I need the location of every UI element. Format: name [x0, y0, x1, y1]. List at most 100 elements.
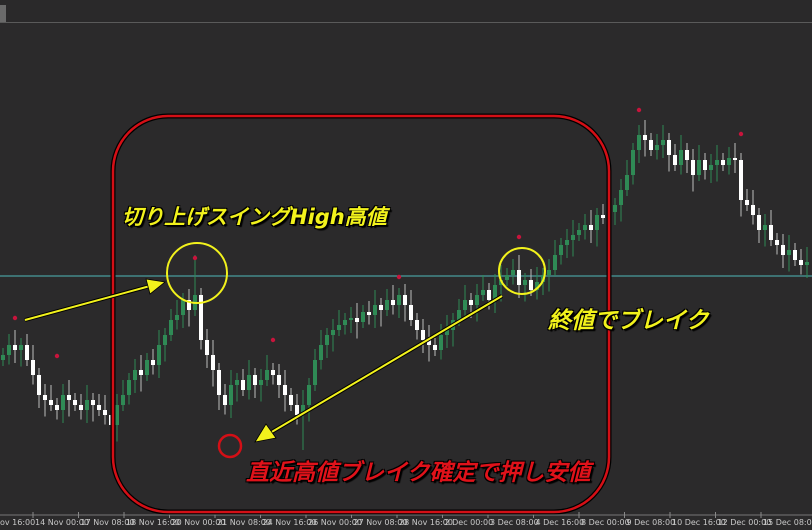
time-axis-label: 12 Dec 00:00: [717, 518, 772, 527]
candle: [655, 134, 659, 160]
candle-body: [253, 375, 257, 385]
candle-body: [523, 280, 527, 285]
candle: [547, 259, 551, 292]
candle: [679, 135, 683, 175]
candle-body: [91, 400, 95, 405]
candle-body: [337, 325, 341, 330]
candle-body: [349, 318, 353, 320]
candle-body: [481, 290, 485, 295]
candle-body: [769, 225, 773, 240]
candle-body: [319, 345, 323, 360]
candle: [685, 143, 689, 173]
candle: [355, 303, 359, 339]
candle: [691, 149, 695, 192]
candle: [523, 273, 527, 302]
candle-body: [655, 145, 659, 150]
candle-body: [181, 300, 185, 315]
candle: [745, 189, 749, 211]
candle-body: [781, 245, 785, 255]
candle: [505, 268, 509, 286]
candle-body: [61, 395, 65, 410]
candle: [385, 289, 389, 316]
panel-tab[interactable]: [0, 5, 6, 22]
candle: [1, 348, 5, 366]
candle: [115, 394, 119, 442]
candle-body: [685, 150, 689, 160]
candle: [463, 285, 467, 320]
fractal-marker: [192, 255, 198, 261]
candle: [601, 204, 605, 224]
candle: [373, 290, 377, 328]
candle-body: [373, 305, 377, 315]
candle: [187, 289, 191, 327]
candle-body: [691, 160, 695, 175]
candle: [199, 288, 203, 350]
candle: [175, 300, 179, 330]
candle: [415, 313, 419, 340]
candle-body: [97, 405, 101, 410]
candle: [157, 330, 161, 378]
candle: [277, 364, 281, 398]
candle-body: [619, 190, 623, 205]
candle-body: [385, 300, 389, 310]
candle: [379, 298, 383, 327]
candle: [427, 325, 431, 362]
candle-body: [559, 245, 563, 255]
candle-body: [697, 160, 701, 175]
candle: [451, 313, 455, 347]
candle-body: [229, 385, 233, 405]
candle: [241, 369, 245, 396]
candle-body: [67, 395, 71, 400]
candle-body: [391, 300, 395, 305]
candle: [169, 309, 173, 341]
candle: [283, 370, 287, 412]
candle: [589, 210, 593, 243]
candle: [361, 305, 365, 328]
candle: [7, 334, 11, 365]
candle: [433, 338, 437, 356]
candle: [571, 220, 575, 257]
time-axis-label: 18 Nov 16:00: [126, 518, 180, 527]
top-panel-separator: [0, 0, 812, 23]
candle: [763, 214, 767, 247]
candle-body: [73, 400, 77, 405]
candle-body: [643, 135, 647, 140]
fractal-marker: [12, 315, 18, 321]
candle-body: [175, 315, 179, 320]
candle-body: [133, 370, 137, 380]
pullback-low-circle: [217, 433, 243, 459]
candle-body: [151, 360, 155, 365]
candle-body: [565, 240, 569, 245]
candle: [325, 328, 329, 358]
candle-body: [139, 370, 143, 375]
candle: [301, 390, 305, 450]
candle-body: [403, 295, 407, 305]
fractal-marker: [738, 131, 744, 137]
candle-body: [289, 395, 293, 405]
candle-body: [427, 340, 431, 345]
candle-body: [115, 405, 119, 425]
arrow-to-pullback-low: [254, 294, 504, 443]
candle-body: [667, 140, 671, 155]
candle: [577, 223, 581, 241]
candle: [67, 380, 71, 417]
candle: [139, 355, 143, 392]
candle: [247, 360, 251, 400]
candle: [49, 385, 53, 411]
candle: [769, 210, 773, 246]
time-axis-label: 3 Dec 08:00: [490, 518, 539, 527]
candle: [667, 133, 671, 172]
candle-body: [535, 282, 539, 290]
candle-body: [235, 380, 239, 385]
candle-body: [343, 320, 347, 325]
candle-body: [463, 300, 467, 310]
candle: [583, 214, 587, 240]
time-axis-label: 24 Nov 16:00: [262, 518, 317, 527]
candle: [715, 145, 719, 182]
candle: [613, 198, 617, 225]
candle-body: [805, 262, 809, 265]
candle-body: [379, 305, 383, 310]
candle: [481, 275, 485, 301]
candle: [43, 384, 47, 417]
